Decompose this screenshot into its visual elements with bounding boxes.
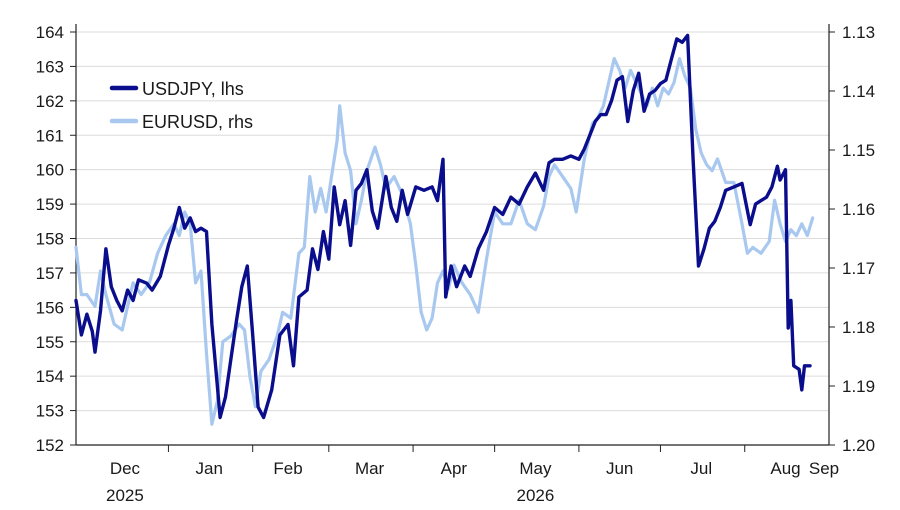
- left-tick-label: 157: [36, 264, 64, 283]
- series-line-eurusd: [74, 56, 815, 426]
- left-tick-label: 158: [36, 230, 64, 249]
- left-tick-label: 153: [36, 402, 64, 421]
- right-axis-ticks: 1.13 1.14 1.15 1.16 1.17 1.18 1.19 1.20: [829, 23, 875, 455]
- right-tick-label: 1.16: [842, 200, 875, 219]
- x-tick-label: Apr: [441, 459, 468, 478]
- x-tick-label: Jan: [195, 459, 222, 478]
- series-layer: [74, 33, 815, 426]
- left-tick-label: 161: [36, 126, 64, 145]
- legend-label-eurusd: EURUSD, rhs: [142, 112, 253, 132]
- x-axis-ticks: Dec 2025 Jan Feb Mar Apr May 2026 Jun Jul Aug Sep: [106, 445, 839, 505]
- x-tick-label: Feb: [273, 459, 302, 478]
- x-tick-label: Jul: [690, 459, 712, 478]
- right-tick-label: 1.13: [842, 23, 875, 42]
- x-year-label: 2025: [106, 486, 144, 505]
- x-tick-label: Jun: [606, 459, 633, 478]
- left-axis-ticks: 152 153 154 155 156 157 158 159 160 161 162 163 164: [36, 23, 76, 455]
- series-line-usdjpy: [74, 33, 812, 420]
- right-tick-label: 1.14: [842, 82, 875, 101]
- right-tick-label: 1.15: [842, 141, 875, 160]
- left-tick-label: 155: [36, 333, 64, 352]
- left-tick-label: 162: [36, 92, 64, 111]
- legend: USDJPY, lhs EURUSD, rhs: [109, 79, 253, 132]
- left-tick-label: 160: [36, 161, 64, 180]
- left-tick-label: 159: [36, 195, 64, 214]
- right-tick-label: 1.20: [842, 436, 875, 455]
- x-tick-label: Sep: [809, 459, 839, 478]
- left-tick-label: 154: [36, 367, 64, 386]
- x-tick-label: Dec: [110, 459, 141, 478]
- x-tick-label: Aug: [770, 459, 800, 478]
- legend-label-usdjpy: USDJPY, lhs: [142, 79, 244, 99]
- x-tick-label: Mar: [355, 459, 385, 478]
- left-tick-label: 156: [36, 298, 64, 317]
- left-tick-label: 164: [36, 23, 64, 42]
- x-year-label: 2026: [516, 486, 554, 505]
- axes: [75, 24, 830, 446]
- left-tick-label: 163: [36, 57, 64, 76]
- right-tick-label: 1.19: [842, 377, 875, 396]
- left-tick-label: 152: [36, 436, 64, 455]
- right-tick-label: 1.17: [842, 259, 875, 278]
- right-tick-label: 1.18: [842, 318, 875, 337]
- x-tick-label: May: [519, 459, 552, 478]
